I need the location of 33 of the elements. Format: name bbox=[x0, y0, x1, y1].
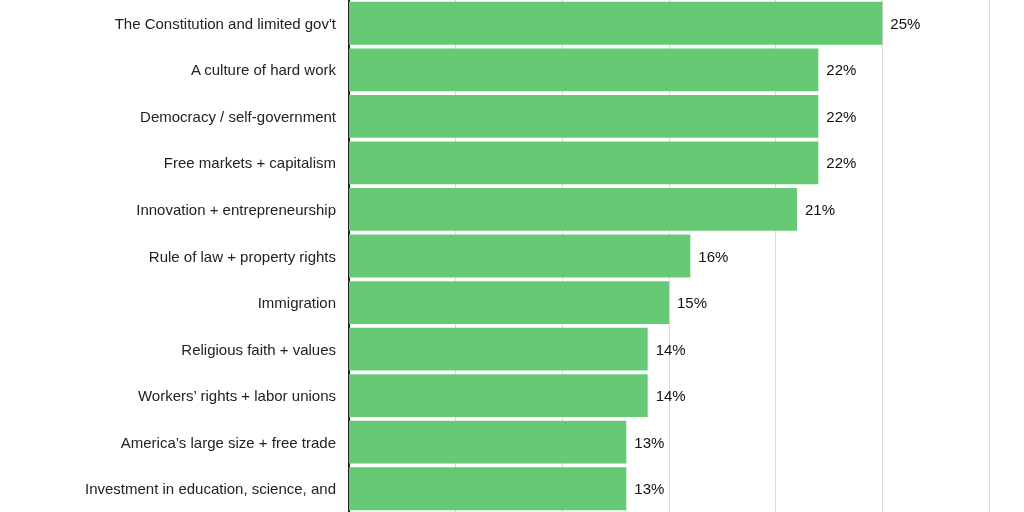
y-tick-label: Religious faith + values bbox=[181, 340, 336, 358]
data-label: 25% bbox=[890, 14, 921, 32]
y-tick-label: Investment in education, science, and bbox=[85, 480, 336, 498]
bar bbox=[349, 327, 648, 371]
data-label: 16% bbox=[698, 247, 729, 265]
y-tick-label: Workers’ rights + labor unions bbox=[137, 387, 336, 405]
y-tick-label: Rule of law + property rights bbox=[148, 247, 336, 265]
y-tick-label: The Constitution and limited gov't bbox=[114, 14, 337, 32]
bar bbox=[349, 281, 669, 324]
bar bbox=[349, 188, 797, 231]
bar bbox=[349, 94, 819, 138]
data-label: 22% bbox=[826, 154, 857, 172]
bar bbox=[349, 1, 883, 45]
bar bbox=[349, 467, 627, 511]
y-tick-label: Immigration bbox=[257, 294, 336, 312]
data-label: 14% bbox=[655, 387, 686, 405]
data-label: 13% bbox=[634, 480, 665, 498]
bar bbox=[349, 48, 819, 92]
bar bbox=[349, 420, 627, 464]
y-tick-label: Democracy / self-government bbox=[140, 107, 337, 125]
data-label: 22% bbox=[826, 61, 857, 79]
data-label: 13% bbox=[634, 433, 665, 451]
y-tick-label: A culture of hard work bbox=[190, 61, 337, 79]
data-label: 14% bbox=[655, 340, 686, 358]
bar bbox=[349, 234, 691, 278]
data-label: 15% bbox=[677, 294, 708, 312]
y-tick-label: Free markets + capitalism bbox=[163, 154, 336, 172]
bar bbox=[349, 141, 819, 185]
y-tick-label: Innovation + entrepreneurship bbox=[136, 200, 336, 218]
data-label: 21% bbox=[805, 200, 836, 218]
bar bbox=[349, 374, 648, 418]
data-label: 22% bbox=[826, 107, 857, 125]
y-tick-label: America’s large size + free trade bbox=[120, 433, 336, 451]
